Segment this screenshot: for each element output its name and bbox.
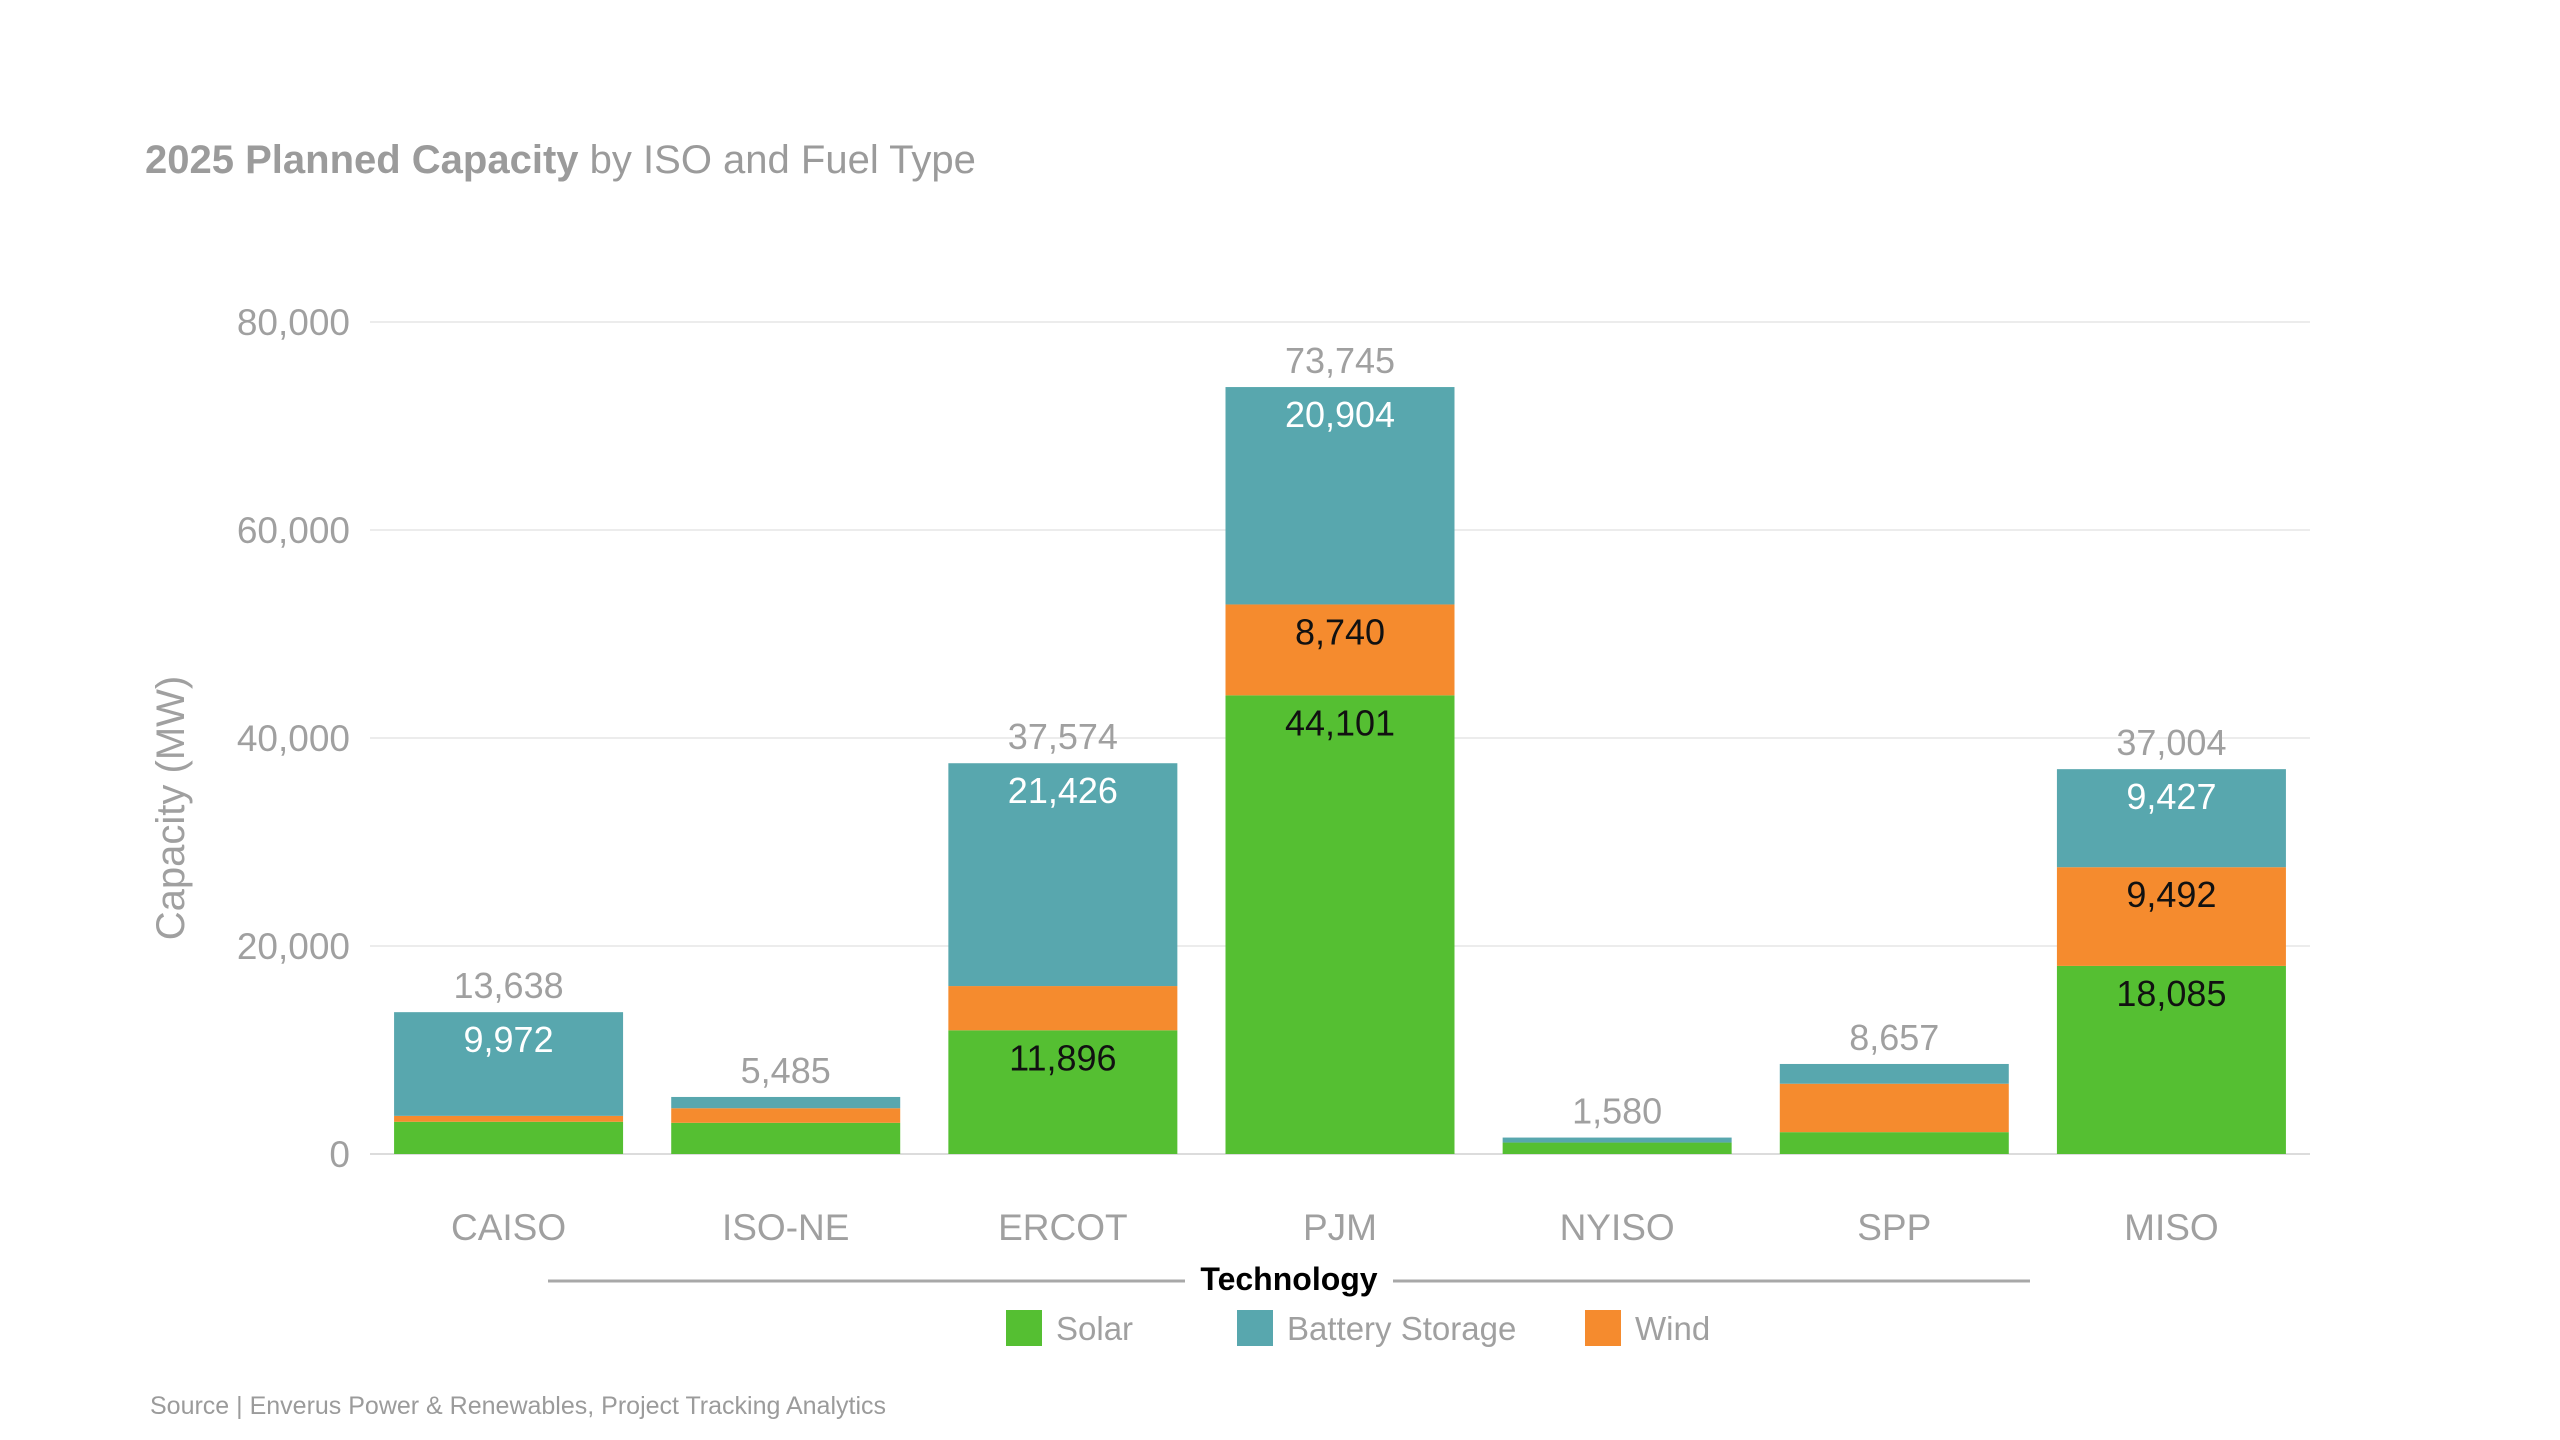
bar-solar xyxy=(948,1030,1178,1154)
bar-battery xyxy=(948,763,1178,987)
segment-label-wind: 9,492 xyxy=(2126,874,2216,915)
legend-label-battery: Battery Storage xyxy=(1287,1310,1516,1347)
bar-battery xyxy=(394,1012,624,1116)
bar-solar xyxy=(2056,965,2286,1154)
bar-wind xyxy=(1779,1083,2009,1133)
x-category-label: ERCOT xyxy=(998,1207,1128,1248)
x-category-label: ISO-NE xyxy=(722,1207,849,1248)
bar-solar xyxy=(1225,695,1455,1154)
labels-layer: 9,972 13,638 5,485 11,896 21,426 37,574 44,101… xyxy=(454,340,2227,1132)
total-label: 8,657 xyxy=(1849,1017,1939,1058)
x-category-label: CAISO xyxy=(451,1207,566,1248)
bar-battery xyxy=(1502,1137,1732,1143)
bar-solar xyxy=(671,1122,901,1154)
segment-label-solar: 11,896 xyxy=(1009,1037,1116,1078)
total-label: 1,580 xyxy=(1572,1091,1662,1132)
y-tick-label: 0 xyxy=(329,1134,350,1175)
total-label: 73,745 xyxy=(1285,340,1395,381)
legend-label-solar: Solar xyxy=(1056,1310,1133,1347)
y-tick-label: 40,000 xyxy=(237,718,350,759)
total-label: 13,638 xyxy=(454,965,564,1006)
chart-title-bold: 2025 Planned Capacity xyxy=(145,138,579,182)
legend-title: Technology xyxy=(1200,1261,1377,1297)
axis-layer: 0 20,000 40,000 60,000 80,000 Capacity (MW) CA… xyxy=(149,302,2219,1248)
x-category-label: MISO xyxy=(2124,1207,2219,1248)
y-tick-label: 20,000 xyxy=(237,926,350,967)
bar-battery xyxy=(1225,387,1455,605)
segment-label-solar: 18,085 xyxy=(2116,973,2226,1014)
bar-wind xyxy=(1225,604,1455,696)
x-category-label: SPP xyxy=(1857,1207,1931,1248)
segment-label-wind: 8,740 xyxy=(1295,611,1385,652)
y-tick-label: 80,000 xyxy=(237,302,350,343)
bar-wind xyxy=(2056,867,2286,966)
x-category-label: PJM xyxy=(1303,1207,1377,1248)
legend-layer: Technology Solar Battery Storage Wind xyxy=(548,1261,2030,1347)
bar-solar xyxy=(394,1121,624,1154)
segment-label-solar: 44,101 xyxy=(1285,702,1395,743)
legend-swatch-solar xyxy=(1006,1310,1042,1346)
bar-wind xyxy=(394,1115,624,1122)
legend-label-wind: Wind xyxy=(1635,1310,1710,1347)
bar-battery xyxy=(2056,769,2286,868)
total-label: 5,485 xyxy=(741,1050,831,1091)
bar-wind xyxy=(671,1108,901,1123)
bar-battery xyxy=(671,1096,901,1109)
segment-label-battery: 9,427 xyxy=(2126,776,2216,817)
bar-wind xyxy=(948,986,1178,1031)
x-category-label: NYISO xyxy=(1560,1207,1675,1248)
segment-label-battery: 9,972 xyxy=(464,1019,554,1060)
legend-swatch-battery xyxy=(1237,1310,1273,1346)
chart-title: 2025 Planned Capacity by ISO and Fuel Ty… xyxy=(145,138,976,183)
source-note: Source | Enverus Power & Renewables, Pro… xyxy=(150,1392,886,1420)
y-axis-label: Capacity (MW) xyxy=(149,676,193,940)
bars-layer xyxy=(394,387,2286,1154)
y-tick-label: 60,000 xyxy=(237,510,350,551)
total-label: 37,574 xyxy=(1008,716,1118,757)
chart-title-rest: by ISO and Fuel Type xyxy=(578,138,976,182)
bar-battery xyxy=(1779,1063,2009,1084)
segment-label-battery: 21,426 xyxy=(1008,770,1118,811)
bar-solar xyxy=(1502,1142,1732,1154)
segment-label-battery: 20,904 xyxy=(1285,394,1395,435)
legend-swatch-wind xyxy=(1585,1310,1621,1346)
bar-solar xyxy=(1779,1132,2009,1154)
total-label: 37,004 xyxy=(2116,722,2226,763)
